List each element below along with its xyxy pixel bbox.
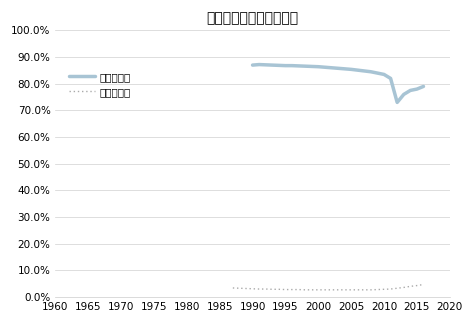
参考）日本 <box>289 287 295 291</box>
参考）日本 <box>381 287 387 291</box>
参考）日本 <box>230 286 236 290</box>
ニジェール <box>368 70 374 74</box>
ニジェール <box>355 68 361 72</box>
参考）日本 <box>414 284 420 287</box>
参考）日本 <box>296 287 301 291</box>
参考）日本 <box>342 288 347 292</box>
参考）日本 <box>362 288 367 292</box>
ニジェール <box>335 66 341 70</box>
参考）日本 <box>348 288 354 292</box>
参考）日本 <box>237 286 242 290</box>
参考）日本 <box>335 288 341 292</box>
ニジェール <box>408 89 413 92</box>
参考）日本 <box>401 286 407 289</box>
参考）日本 <box>388 287 393 291</box>
ニジェール <box>316 65 321 69</box>
参考）日本 <box>420 283 426 287</box>
Legend: ニジェール, 参考）日本: ニジェール, 参考）日本 <box>64 68 136 101</box>
ニジェール <box>289 64 295 68</box>
参考）日本 <box>309 288 315 292</box>
ニジェール <box>296 64 301 68</box>
ニジェール <box>322 65 328 69</box>
参考）日本 <box>243 287 249 290</box>
ニジェール <box>348 68 354 71</box>
参考）日本 <box>263 287 269 291</box>
Title: 再生可能エネルギー比率: 再生可能エネルギー比率 <box>207 11 299 25</box>
ニジェール <box>250 63 255 67</box>
ニジェール <box>394 100 400 104</box>
参考）日本 <box>374 287 380 291</box>
ニジェール <box>381 72 387 76</box>
ニジェール <box>414 87 420 91</box>
Line: ニジェール: ニジェール <box>253 65 423 102</box>
ニジェール <box>328 66 334 70</box>
参考）日本 <box>302 288 308 292</box>
ニジェール <box>362 69 367 73</box>
ニジェール <box>388 77 393 80</box>
ニジェール <box>263 63 269 67</box>
ニジェール <box>401 92 407 96</box>
ニジェール <box>374 71 380 75</box>
参考）日本 <box>328 288 334 292</box>
参考）日本 <box>269 287 275 291</box>
Line: 参考）日本: 参考）日本 <box>233 285 423 290</box>
ニジェール <box>276 63 282 67</box>
参考）日本 <box>256 287 262 291</box>
参考）日本 <box>355 288 361 292</box>
ニジェール <box>342 67 347 71</box>
参考）日本 <box>283 287 288 291</box>
ニジェール <box>309 65 315 68</box>
参考）日本 <box>250 287 255 291</box>
参考）日本 <box>276 287 282 291</box>
ニジェール <box>269 63 275 67</box>
参考）日本 <box>316 288 321 292</box>
参考）日本 <box>368 288 374 292</box>
参考）日本 <box>394 286 400 290</box>
参考）日本 <box>322 288 328 292</box>
ニジェール <box>420 85 426 89</box>
ニジェール <box>283 64 288 68</box>
参考）日本 <box>408 285 413 288</box>
ニジェール <box>256 63 262 67</box>
ニジェール <box>302 64 308 68</box>
